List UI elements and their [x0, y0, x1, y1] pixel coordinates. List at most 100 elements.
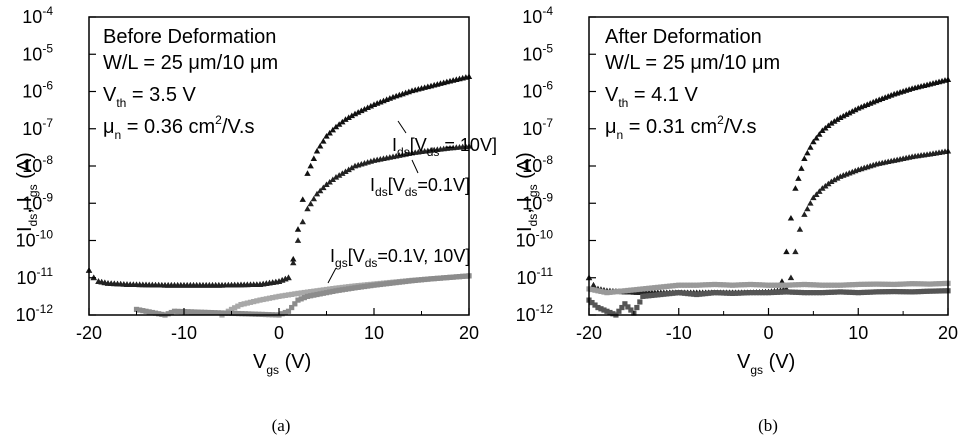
panel-b-y-tick-label: 10-10 — [516, 228, 554, 251]
panel-a-series-4-point — [453, 274, 459, 280]
panel-a-series-4-point — [178, 308, 184, 315]
panel-b-series-1-point — [852, 106, 859, 113]
panel-a-series-1-point — [361, 105, 368, 112]
panel-a-series-4-point — [346, 286, 352, 292]
panel-b-series-4-point — [616, 308, 622, 314]
panel-b-series-4-point — [697, 291, 703, 297]
panel-b-series-3-point — [873, 281, 879, 287]
panel-a-series-4-point — [365, 283, 371, 289]
panel-b-series-3-point — [909, 281, 915, 287]
panel-a-x-tick-label: 0 — [274, 323, 284, 343]
panel-a-series-4-point — [387, 280, 393, 286]
panel-b-series-3-point — [718, 282, 724, 288]
panel-a-series-1-point — [335, 121, 343, 127]
panel-a-series-4-point — [333, 288, 339, 294]
panel-a-series-4-point — [431, 276, 437, 282]
panel-b-series-4-point — [592, 302, 598, 308]
panel-b-series-4-point — [873, 289, 879, 295]
panel-a-series-4-point — [456, 274, 463, 280]
panel-a-series-1-point — [354, 109, 362, 115]
panel-a: -20 -10 0 10 20 10-1210-1110-1010-910-810-71… — [14, 4, 497, 435]
panel-b-series-3-point — [715, 281, 721, 288]
panel-a-series-4-point — [279, 311, 285, 317]
panel-b-series-3-point — [604, 290, 610, 296]
panel-b-series-3-point — [679, 282, 685, 288]
panel-b-series-4-point — [756, 290, 763, 296]
panel-b-series-4-point — [765, 290, 772, 296]
panel-b-series-3-point — [589, 286, 595, 293]
panel-a-series-4-point — [330, 288, 336, 295]
panel-a-series-3-point — [257, 297, 263, 303]
panel-b-series-4-point — [933, 288, 939, 294]
panel-b-series-4-point — [804, 290, 810, 296]
panel-a-series-4-point — [188, 309, 194, 315]
panel-b-y-ticks: 10-12 10-11 10-10 10-9 10-8 10-7 10-6 10-5 10-4 — [516, 4, 596, 325]
panel-a-series-3-point — [298, 290, 304, 296]
panel-a-series-4-point — [349, 285, 355, 291]
panel-a-series-4-point — [399, 279, 406, 285]
panel-b-series-4-point — [807, 290, 813, 296]
panel-a-series-4-point — [292, 301, 298, 307]
panel-a-info-title: Before Deformation — [103, 26, 276, 48]
panel-b-series-4-point — [894, 288, 900, 295]
panel-b-series-4-point — [831, 289, 837, 295]
panel-b-series-3-point — [709, 281, 715, 288]
panel-b-info-wl: W/L = 25 μm/10 μm — [605, 52, 780, 74]
panel-b-series-4-point — [688, 291, 694, 297]
panel-b-series-2-point — [590, 282, 597, 288]
panel-b-series-4-point — [837, 289, 843, 295]
panel-a-series-4-point — [192, 309, 198, 315]
panel-b-series-4-point — [843, 289, 849, 295]
panel-b-series-4-point — [643, 293, 649, 299]
panel-a-series-4-point — [377, 281, 383, 288]
panel-b-series-3-point — [610, 289, 616, 295]
panel-b-series-4-point — [822, 289, 828, 296]
panel-a-series-4-point — [317, 291, 323, 297]
panel-a-series-2-point — [313, 190, 321, 197]
panel-b-series-3-point — [744, 281, 751, 288]
panel-a-series-2-point — [320, 184, 327, 191]
panel-b-series-3-point — [933, 281, 939, 287]
panel-a-series-3-point — [254, 298, 260, 304]
panel-b-series-4-point — [852, 289, 858, 296]
panel-b-series-3-point — [616, 288, 622, 295]
panel-a-series-1-point — [332, 123, 340, 130]
panel-a-series-2-point — [342, 168, 349, 174]
panel-b-series-3-point — [831, 282, 837, 288]
panel-b-y-tick-label: 10-8 — [522, 153, 553, 176]
panel-b-series-3-point — [807, 282, 813, 288]
panel-b-series-2-point — [819, 185, 826, 191]
panel-a-series-3-point — [292, 291, 298, 297]
panel-b-series-4-point — [912, 289, 918, 295]
panel-b-series-3-point — [685, 282, 691, 288]
panel-b-series-3-point — [634, 286, 640, 293]
panel-a-y-tick-label: 10-12 — [16, 302, 54, 325]
panel-b-series-3-point — [741, 282, 748, 288]
panel-b-series-1-point — [804, 149, 811, 156]
panel-b-series-4-point — [819, 290, 825, 296]
panel-b-series-3-point — [622, 288, 628, 294]
panel-b-series-3-point — [759, 282, 766, 288]
panel-b-series-1-point — [840, 112, 847, 119]
panel-b-series-4-point — [786, 289, 793, 295]
panel-a-annotation-arrow-1 — [397, 120, 407, 134]
panel-b-series-3-point — [661, 284, 667, 290]
panel-a-x-tick-label: -10 — [171, 323, 197, 343]
panel-a-series-3-point — [244, 300, 250, 306]
panel-b-x-tick-label: 0 — [763, 323, 773, 343]
panel-b-series-4-point — [741, 290, 748, 296]
panel-b-x-tick-label: -10 — [666, 323, 692, 343]
panel-a-info-mobility: μn = 0.36 cm2/V.s — [103, 113, 254, 142]
panel-a-series-4-point — [447, 274, 453, 280]
panel-b-series-2-point — [801, 211, 808, 217]
panel-b-series-3-point — [894, 281, 900, 287]
panel-b-info-title: After Deformation — [605, 26, 762, 48]
panel-a-series-1-point — [320, 137, 327, 144]
panel-a-series-1-point — [358, 107, 365, 114]
panel-b-series-3-point — [786, 282, 793, 288]
panel-b-series-4-point — [601, 307, 607, 313]
panel-a-series-4-point — [239, 311, 245, 317]
panel-b-series-4-point — [924, 288, 930, 294]
panel-b-series-3-point — [801, 281, 807, 288]
panel-b-series-4-point — [759, 290, 766, 296]
